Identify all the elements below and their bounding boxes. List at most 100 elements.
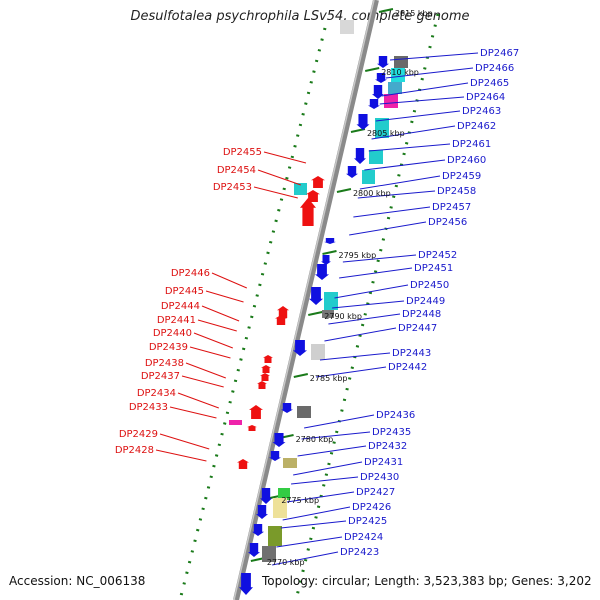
gene-label-forward: DP2466 bbox=[475, 63, 514, 74]
gene-box bbox=[324, 292, 338, 310]
leader-line bbox=[315, 366, 387, 378]
leader-line bbox=[205, 290, 244, 303]
gene-label-reverse: DP2437 bbox=[141, 371, 180, 382]
gene-arrow bbox=[247, 425, 257, 431]
leader-line bbox=[169, 406, 217, 419]
gene-label-forward: DP2460 bbox=[447, 155, 486, 166]
gene-label-reverse: DP2429 bbox=[119, 429, 158, 440]
scale-tick bbox=[322, 250, 337, 255]
leader-line bbox=[389, 52, 479, 61]
gene-label-forward: DP2452 bbox=[418, 250, 457, 261]
leader-line bbox=[282, 506, 351, 521]
leader-line bbox=[177, 392, 219, 409]
leader-line bbox=[263, 151, 307, 164]
gene-box bbox=[394, 56, 408, 68]
gene-label-forward: DP2443 bbox=[392, 348, 431, 359]
leader-line bbox=[368, 143, 451, 152]
gene-arrow bbox=[311, 176, 325, 188]
leader-line bbox=[181, 375, 224, 388]
genome-backbone bbox=[233, 0, 379, 600]
gene-arrow bbox=[306, 190, 320, 202]
gene-arrow bbox=[372, 85, 384, 99]
gene-arrow bbox=[260, 488, 272, 504]
forward-strand-labels: DP2467 DP2466 DP2465 DP2464 DP2463 DP2462 DP24… bbox=[340, 48, 519, 558]
gene-label-reverse: DP2453 bbox=[213, 182, 252, 193]
leader-line bbox=[193, 332, 233, 349]
gene-arrow bbox=[260, 373, 270, 381]
gene-arrow bbox=[315, 264, 329, 280]
leader-line bbox=[357, 190, 436, 199]
leader-line bbox=[381, 82, 469, 97]
leader-line bbox=[297, 445, 367, 457]
gene-box bbox=[384, 94, 398, 108]
gene-label-forward: DP2458 bbox=[437, 186, 476, 197]
gene-arrow bbox=[309, 287, 323, 305]
leader-line bbox=[293, 461, 363, 476]
leader-line bbox=[291, 476, 359, 485]
label-leader-lines bbox=[155, 52, 479, 566]
gene-box bbox=[294, 183, 307, 195]
leader-line bbox=[319, 352, 391, 361]
gene-label-forward: DP2450 bbox=[410, 280, 449, 291]
gene-label-reverse: DP2433 bbox=[129, 402, 168, 413]
gene-box bbox=[268, 526, 282, 546]
gene-box bbox=[388, 82, 402, 94]
gene-arrow bbox=[269, 451, 281, 461]
gene-label-forward: DP2461 bbox=[452, 139, 491, 150]
gene-arrow bbox=[277, 306, 289, 318]
leader-line bbox=[159, 433, 210, 450]
scale-label: 2785 kbp bbox=[310, 374, 348, 383]
gene-box bbox=[322, 310, 334, 318]
gene-box bbox=[229, 420, 242, 425]
gene-arrow bbox=[356, 114, 370, 130]
gene-label-reverse: DP2438 bbox=[145, 358, 184, 369]
gene-label-forward: DP2457 bbox=[432, 202, 471, 213]
scale-label: 2780 kbp bbox=[296, 435, 334, 444]
leader-line bbox=[328, 313, 401, 325]
leader-line bbox=[375, 110, 461, 122]
gene-label-forward: DP2465 bbox=[470, 78, 509, 89]
gene-label-forward: DP2435 bbox=[372, 427, 411, 438]
gene-label-forward: DP2451 bbox=[414, 263, 453, 274]
gene-arrow bbox=[354, 148, 366, 164]
gene-box bbox=[362, 170, 375, 184]
gene-box bbox=[297, 406, 311, 418]
gene-label-forward: DP2462 bbox=[457, 121, 496, 132]
gene-arrow bbox=[257, 381, 267, 389]
gene-arrow bbox=[263, 355, 273, 363]
gene-label-forward: DP2447 bbox=[398, 323, 437, 334]
gene-arrow bbox=[239, 573, 253, 595]
leader-line bbox=[359, 175, 441, 190]
scale-tick bbox=[378, 8, 394, 13]
gene-label-forward: DP2463 bbox=[462, 106, 501, 117]
scale-tick bbox=[336, 188, 352, 193]
gene-label-forward: DP2442 bbox=[388, 362, 427, 373]
gene-label-forward: DP2425 bbox=[348, 516, 387, 527]
gene-arrow bbox=[324, 238, 336, 244]
scale-tick bbox=[293, 373, 309, 378]
gene-arrow bbox=[256, 505, 268, 519]
scale-label: 2810 kbp bbox=[381, 68, 419, 77]
gene-label-forward: DP2464 bbox=[466, 92, 505, 103]
gene-label-forward: DP2467 bbox=[480, 48, 519, 59]
leader-line bbox=[371, 125, 456, 140]
gene-arrow bbox=[248, 543, 260, 557]
gene-label-forward: DP2456 bbox=[428, 217, 467, 228]
gene-label-reverse: DP2445 bbox=[165, 286, 204, 297]
leader-line bbox=[304, 414, 375, 429]
gene-arrow bbox=[281, 403, 293, 413]
gene-label-forward: DP2423 bbox=[340, 547, 379, 558]
gene-arrow bbox=[252, 524, 264, 536]
scale-label: 2800 kbp bbox=[353, 189, 391, 198]
gene-arrow bbox=[249, 405, 263, 419]
scale-label: 2815 kbp bbox=[395, 9, 433, 18]
gene-box bbox=[283, 458, 297, 468]
gene-box bbox=[278, 488, 290, 500]
gene-label-forward: DP2448 bbox=[402, 309, 441, 320]
gene-label-reverse: DP2428 bbox=[115, 445, 154, 456]
gene-box bbox=[273, 498, 287, 518]
leader-line bbox=[339, 267, 413, 279]
gene-box bbox=[369, 150, 383, 164]
gene-arrow bbox=[261, 365, 271, 373]
